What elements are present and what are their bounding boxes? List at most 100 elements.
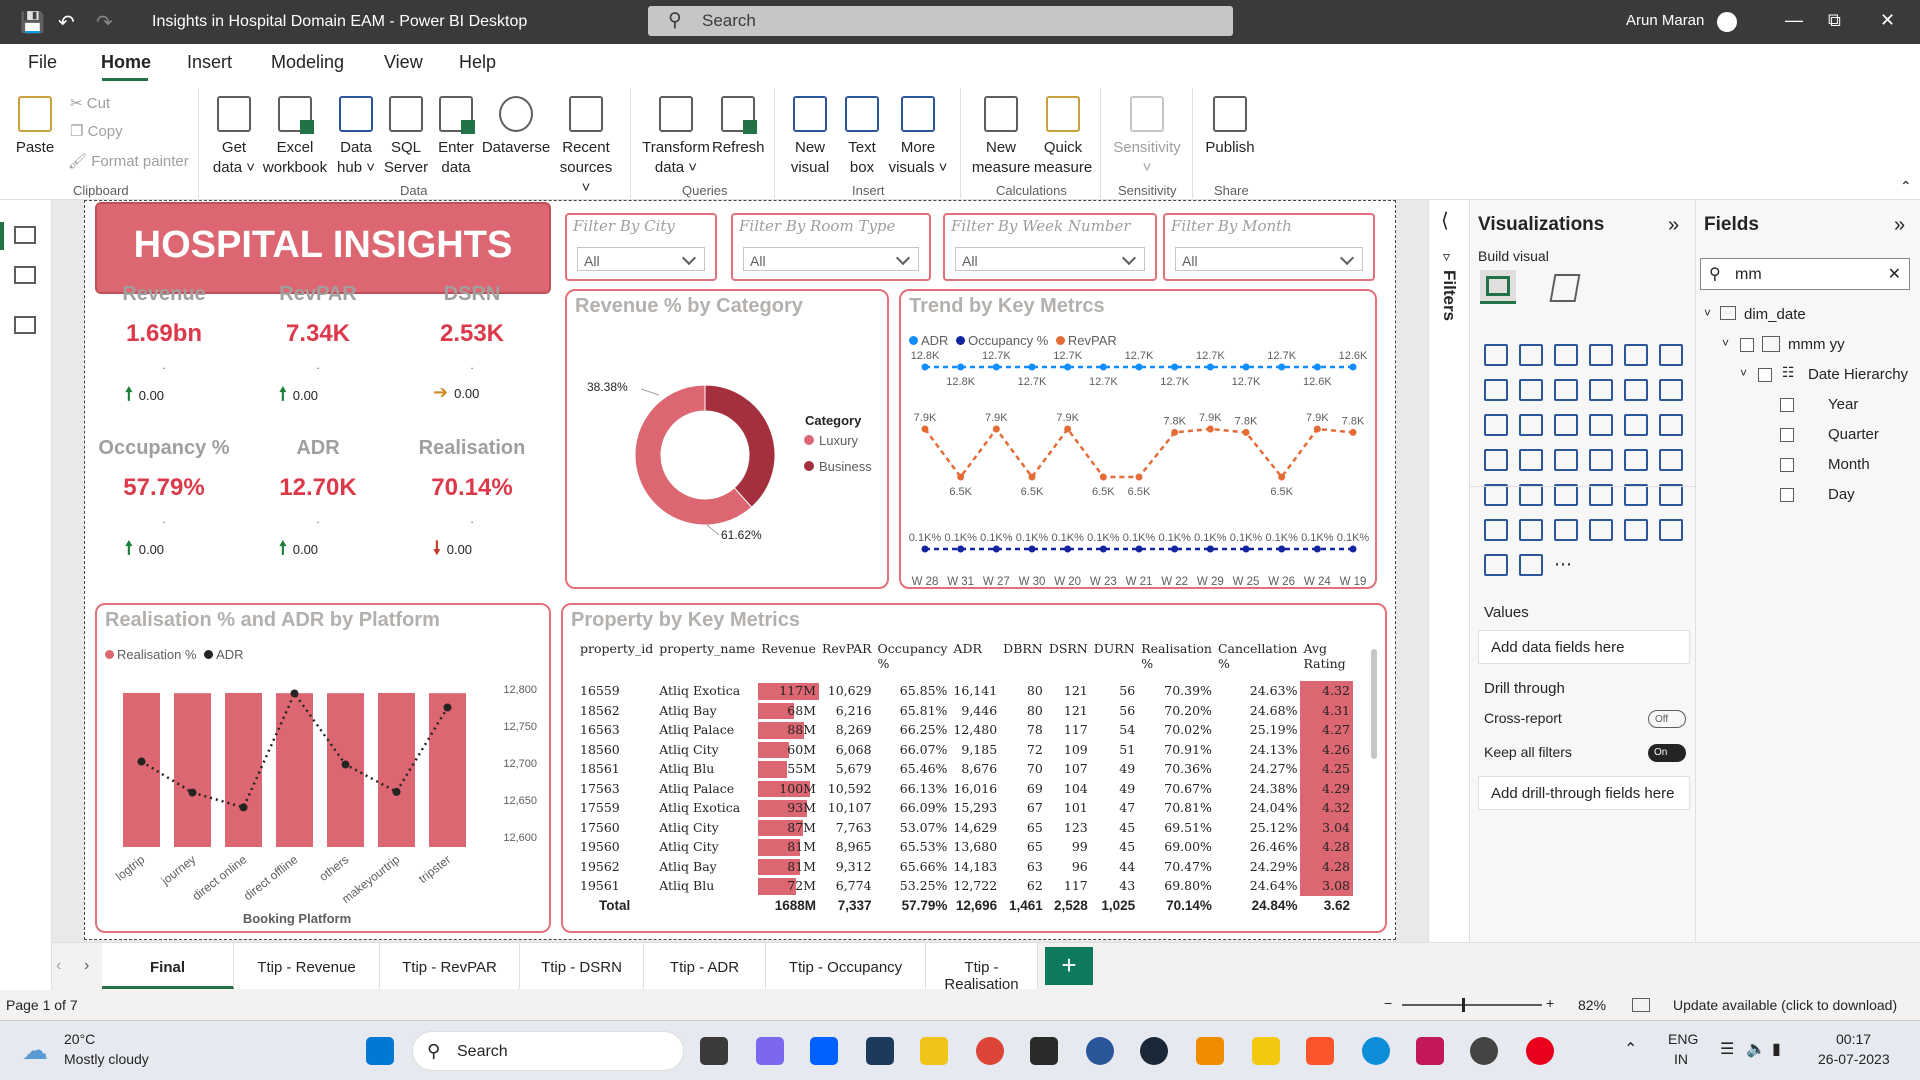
copy-button[interactable]: ❐ Copy [70,123,123,140]
transform-data-button[interactable]: Transform data ˅ [640,96,712,178]
enter-data-button[interactable]: Enter data [432,96,480,178]
visual-type-icon[interactable] [1589,449,1613,471]
visual-type-icon[interactable] [1519,414,1543,436]
visual-type-icon[interactable] [1484,344,1508,366]
tab-final[interactable]: Final [102,943,234,989]
slicer-room-type[interactable]: Filter By Room Type All [731,213,931,281]
visual-type-icon[interactable] [1519,449,1543,471]
visual-type-icon[interactable] [1519,344,1543,366]
table-row[interactable]: 17559 Atliq Exotica 93M 10,107 66.09% 15,293 6… [577,798,1353,818]
slicer-city[interactable]: Filter By City All [565,213,717,281]
kpi-revpar[interactable]: RevPAR 7.34K. 🠕 0.00 [279,283,357,404]
table-row[interactable]: 16559 Atliq Exotica 117M 10,629 65.85% 16,141… [577,681,1353,701]
zoom-level[interactable]: 82% [1578,997,1607,1013]
expand-fields-icon[interactable]: » [1894,214,1906,236]
tab-ttip-realisation[interactable]: Ttip - Realisation [926,943,1038,993]
kpi-dsrn[interactable]: DSRN 2.53K. ➔ 0.00 [433,283,505,402]
visual-type-icon[interactable] [1484,554,1508,576]
search-input[interactable]: ⚲ Search [648,6,1233,36]
tab-ttip-revenue[interactable]: Ttip - Revenue [234,943,380,989]
trend-chart-card[interactable]: Trend by Key Metrcs ADR Occupancy % RevP… [899,289,1377,589]
visual-type-icon[interactable] [1589,414,1613,436]
app-icon[interactable] [866,1037,894,1065]
table-row[interactable]: 18560 Atliq City 60M 6,068 66.07% 9,185 72 109 5… [577,739,1353,759]
visual-type-icon[interactable] [1624,379,1648,401]
add-page-button[interactable]: + [1045,947,1093,985]
update-available[interactable]: Update available (click to download) [1673,997,1898,1013]
visual-type-icon[interactable] [1519,519,1543,541]
field-checkbox[interactable] [1780,428,1794,442]
visual-type-icon[interactable] [1624,449,1648,471]
build-visual-tab[interactable] [1480,270,1516,304]
tab-ttip-dsrn[interactable]: Ttip - DSRN [520,943,644,989]
minimize-icon[interactable]: — [1785,10,1803,30]
zoom-slider-thumb[interactable] [1462,998,1465,1012]
new-visual-button[interactable]: New visual [786,96,834,178]
visual-type-icon[interactable] [1624,484,1648,506]
table-header[interactable]: Cancellation % [1217,641,1298,671]
slicer-month[interactable]: Filter By Month All [1163,213,1375,281]
chevron-down-icon[interactable]: ˅ [1740,366,1748,380]
table-header[interactable]: Occupancy % [877,641,948,671]
level-year[interactable]: Year [1828,396,1859,413]
visual-type-icon[interactable] [1589,484,1613,506]
table-row[interactable]: 17560 Atliq City 87M 7,763 53.07% 14,629 65 123… [577,817,1353,837]
donut-chart[interactable]: 38.38% 61.62% Category Luxury Business [567,325,887,585]
app-icon[interactable] [1086,1037,1114,1065]
vlc-icon[interactable] [1196,1037,1224,1065]
clock-date[interactable]: 26-07-2023 [1818,1051,1890,1067]
chevron-up-icon[interactable]: ⌃ [1624,1041,1638,1058]
visual-type-icon[interactable] [1624,344,1648,366]
visual-type-icon[interactable] [1554,379,1578,401]
epic-games-icon[interactable] [1030,1037,1058,1065]
field-mmm-yy[interactable]: mmm yy [1788,336,1845,353]
app-icon[interactable] [1470,1037,1498,1065]
tab-scroll-right-icon[interactable]: › [84,957,90,974]
table-header[interactable]: property_name [659,641,756,656]
visual-type-icon[interactable] [1519,554,1543,576]
property-table-card[interactable]: Property by Key Metrics property_id prope… [561,603,1387,933]
table-header[interactable]: DSRN [1048,641,1088,656]
table-header[interactable]: Avg Rating [1303,641,1346,671]
cross-report-toggle[interactable]: Off [1648,710,1686,728]
field-checkbox[interactable] [1780,488,1794,502]
volume-icon[interactable]: 🔈 [1746,1041,1766,1058]
zoom-in-icon[interactable]: + [1546,995,1555,1011]
menu-home[interactable]: Home [101,52,152,72]
table-dim-date[interactable]: dim_date [1744,306,1806,323]
dataverse-button[interactable]: Dataverse [480,96,552,158]
slicer-week[interactable]: Filter By Week Number All [943,213,1157,281]
level-month[interactable]: Month [1828,456,1870,473]
save-icon[interactable]: 💾 [20,12,45,34]
table-row[interactable]: 19562 Atliq Bay 81M 9,312 65.66% 14,183 63 96 44… [577,856,1353,876]
recent-sources-button[interactable]: Recent sources ˅ [554,96,618,198]
format-visual-icon[interactable] [1549,274,1581,302]
table-header[interactable]: property_id [580,641,654,656]
table-header[interactable]: ADR [953,641,982,656]
visual-type-icon[interactable] [1519,379,1543,401]
field-checkbox[interactable] [1780,458,1794,472]
visual-type-icon[interactable] [1554,484,1578,506]
visual-type-icon[interactable] [1659,449,1683,471]
taskbar-search[interactable]: ⚲ Search [412,1031,684,1071]
visual-type-icon[interactable] [1554,519,1578,541]
edge-icon[interactable] [1362,1037,1390,1065]
new-measure-button[interactable]: New measure [970,96,1032,178]
menu-modeling[interactable]: Modeling [271,52,345,72]
visual-type-icon[interactable] [1624,414,1648,436]
menu-insert[interactable]: Insert [187,52,233,72]
fit-page-icon[interactable] [1632,998,1650,1012]
visual-type-icon[interactable] [1554,449,1578,471]
table-row[interactable]: 19561 Atliq Blu 72M 6,774 53.25% 12,722 62 117 4… [577,876,1353,896]
menu-view[interactable]: View [384,52,423,72]
table-scrollbar[interactable] [1371,649,1377,759]
property-table[interactable]: property_id property_name Revenue RevPAR Occ… [577,641,1353,915]
report-view-icon[interactable] [14,226,36,244]
text-box-button[interactable]: Text box [838,96,886,178]
visual-type-icon[interactable] [1589,379,1613,401]
slicer-room-type-dropdown[interactable]: All [743,247,919,271]
donut-chart-card[interactable]: Revenue % by Category 38.38% 61.62% Cate… [565,289,889,589]
avatar[interactable] [1717,12,1737,32]
power-bi-icon[interactable] [1252,1037,1280,1065]
slicer-month-dropdown[interactable]: All [1175,247,1363,271]
